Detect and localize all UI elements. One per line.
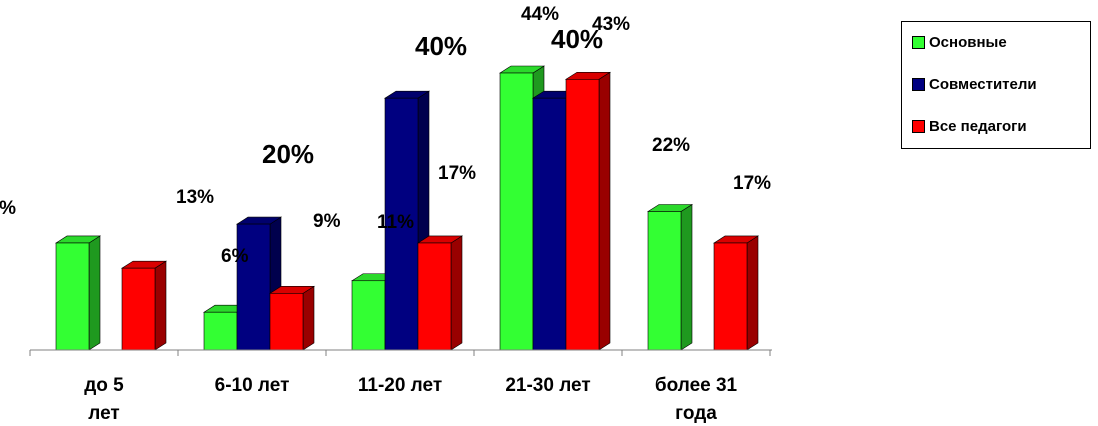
legend-label-2: Все педагоги [929,118,1027,135]
legend-label-0: Основные [929,34,1007,51]
data-label-2-1: 40% [415,31,467,61]
legend-label-1: Совместители [929,76,1037,93]
data-label-3-1: 40% [551,24,603,54]
data-label-4-0: 22% [652,135,690,156]
data-label-0-0: 17% [0,198,16,219]
bar-2-2 [416,235,464,351]
data-label-1-1: 20% [262,139,314,169]
legend-item-0: Основные [912,34,1007,51]
category-label-2: 11-20 лет [358,375,442,396]
x-axis-ticks [29,350,771,356]
bar-3-2 [564,71,612,351]
bars-group [54,65,760,351]
category-label-3: 21-30 лет [505,375,590,396]
bar-0-2 [120,260,168,351]
data-label-2-2: 17% [438,163,476,184]
bar-0-0 [54,235,102,351]
category-labels: до 5 лет 6-10 лет 11-20 лет 21-30 лет более 3… [84,375,737,424]
data-label-3-2: 43% [592,14,630,35]
legend-item-2: Все педагоги [912,118,1027,135]
category-label-1: 6-10 лет [215,375,290,396]
bar-1-2 [268,285,316,351]
legend: Основные Совместители Все педагоги [901,21,1091,149]
data-labels: 17%13%6%20%9%11%40%17%44%40%43%22%17% [0,4,771,267]
data-label-4-2: 17% [733,173,771,194]
legend-item-1: Совместители [912,76,1037,93]
category-label-0: до 5 лет [84,375,124,424]
bar-4-0 [646,203,694,351]
legend-swatch-2 [912,120,925,133]
legend-swatch-1 [912,78,925,91]
bar-4-2 [712,235,760,351]
data-label-3-0: 44% [521,4,559,25]
data-label-1-2: 9% [313,211,341,232]
data-label-2-0: 11% [377,212,414,233]
data-label-0-2: 13% [176,187,214,208]
category-label-4: более 31 года [655,375,738,424]
data-label-1-0: 6% [221,246,249,267]
legend-swatch-0 [912,36,925,49]
